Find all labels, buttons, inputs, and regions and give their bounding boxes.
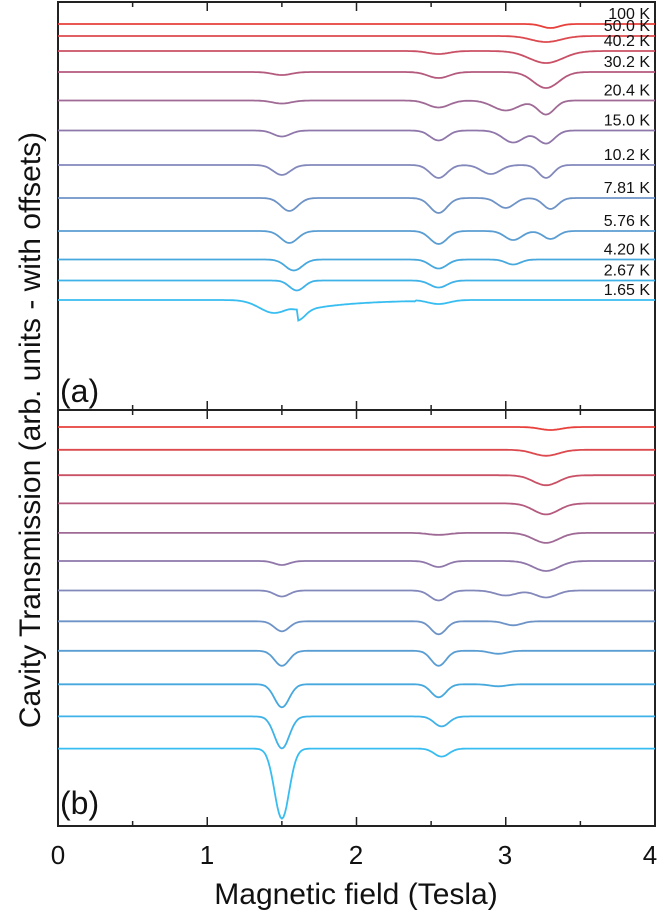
spectrum-line <box>58 258 655 272</box>
spectrum-line <box>58 474 655 487</box>
temperature-label: 40.2 K <box>604 33 651 50</box>
spectrum-line <box>58 230 655 245</box>
spectrum-line <box>58 649 655 667</box>
temperature-label: 1.65 K <box>604 282 651 299</box>
temperature-label: 50.0 K <box>604 18 651 35</box>
temperature-label: 15.0 K <box>604 113 651 130</box>
panel-a-label: (a) <box>60 373 99 409</box>
temperature-label: 2.67 K <box>604 263 651 280</box>
y-axis-label: Cavity Transmission (arb. units - with o… <box>14 132 47 728</box>
spectrum-line <box>58 426 655 431</box>
x-tick-label: 1 <box>200 840 214 870</box>
spectrum-line <box>58 532 655 544</box>
panel-a-ticks <box>57 2 656 410</box>
x-tick-label: 0 <box>51 840 65 870</box>
spectrum-line <box>58 197 655 214</box>
panel-b-lines <box>58 426 655 820</box>
panel-a: 100 K50.0 K40.2 K 30.2 K 20.4 K 15.0 K 10.2 … <box>57 1 656 411</box>
spectrum-line <box>58 560 655 572</box>
spectrum-line <box>58 683 655 709</box>
spectrum-line <box>58 589 655 602</box>
x-axis-label: Magnetic field (Tesla) <box>214 878 497 911</box>
spectrum-line <box>58 50 655 64</box>
temperature-label: 10.2 K <box>604 147 651 164</box>
temperature-label: 5.76 K <box>604 213 651 230</box>
panel-a-temperature-labels: 100 K50.0 K40.2 K 30.2 K 20.4 K 15.0 K 10.2 … <box>604 6 651 299</box>
panel-b-label: (b) <box>60 785 99 821</box>
panel-a-frame <box>57 1 656 411</box>
panel-b: (b) <box>57 409 656 827</box>
spectrum-line <box>58 164 655 179</box>
spectrum-line <box>58 129 655 145</box>
panel-b-ticks <box>57 410 656 826</box>
spectrum-line <box>58 71 655 89</box>
spectrum-line <box>58 23 655 29</box>
panel-a-lines <box>58 23 655 322</box>
spectrum-line <box>58 279 655 292</box>
spectrum-line <box>58 502 655 516</box>
spectrum-line <box>58 35 655 43</box>
panel-b-frame <box>57 409 656 827</box>
spectrum-line <box>58 747 655 820</box>
temperature-label: 4.20 K <box>604 242 651 259</box>
x-tick-label: 3 <box>498 840 512 870</box>
spectrum-line <box>58 299 655 322</box>
temperature-label: 7.81 K <box>604 180 651 197</box>
spectrum-line <box>58 448 655 457</box>
temperature-label: 20.4 K <box>604 83 651 100</box>
spectrum-line <box>58 715 655 750</box>
spectrum-line <box>58 99 655 116</box>
temperature-label: 100 K <box>608 6 650 23</box>
x-tick-labels: 0 1 2 3 4 <box>51 840 657 870</box>
temperature-label: 30.2 K <box>604 54 651 71</box>
x-tick-label: 2 <box>349 840 363 870</box>
x-tick-label: 4 <box>643 840 657 870</box>
spectrum-line <box>58 620 655 636</box>
